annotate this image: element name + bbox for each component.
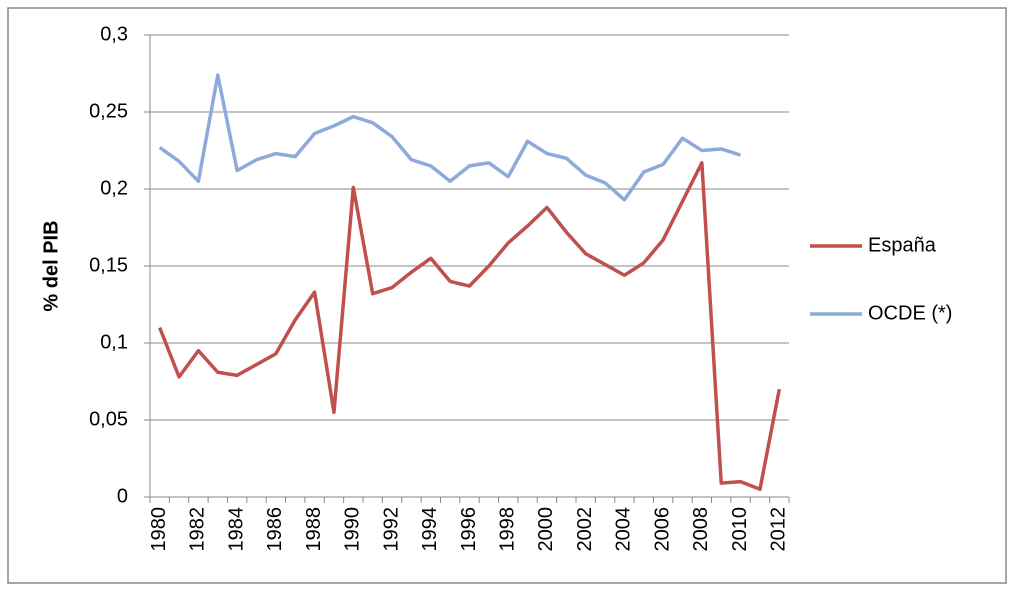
series-line	[158, 73, 742, 202]
y-tick-label: 0,15	[89, 254, 128, 276]
x-tick-label: 2004	[613, 507, 635, 552]
chart-frame	[7, 7, 1007, 584]
y-tick-label: 0,25	[89, 100, 128, 122]
x-tick-label: 1988	[303, 507, 325, 552]
x-tick-label: 2008	[690, 507, 712, 552]
legend-label: España	[868, 234, 937, 256]
x-tick-label: 2006	[651, 507, 673, 552]
x-tick-label: 2002	[574, 507, 596, 552]
x-tick-label: 2012	[768, 507, 790, 552]
x-tick-label: 1982	[187, 507, 209, 552]
y-tick-label: 0,2	[100, 177, 128, 199]
y-tick-label: 0,1	[100, 331, 128, 353]
x-tick-label: 1994	[419, 507, 441, 552]
x-tick-label: 1990	[342, 507, 364, 552]
x-tick-label: 2000	[535, 507, 557, 552]
y-tick-label: 0,05	[89, 408, 128, 430]
legend-label: OCDE (*)	[868, 302, 952, 324]
x-tick-label: 1984	[225, 507, 247, 552]
y-axis-title: % del PIB	[40, 220, 62, 311]
x-tick-label: 1996	[458, 507, 480, 552]
x-tick-label: 1980	[148, 507, 170, 552]
x-tick-label: 2010	[729, 507, 751, 552]
x-tick-label: 1986	[264, 507, 286, 552]
x-tick-label: 1992	[380, 507, 402, 552]
y-tick-label: 0	[117, 485, 128, 507]
x-tick-label: 1998	[497, 507, 519, 551]
series-line	[158, 161, 782, 492]
y-tick-label: 0,3	[100, 23, 128, 45]
